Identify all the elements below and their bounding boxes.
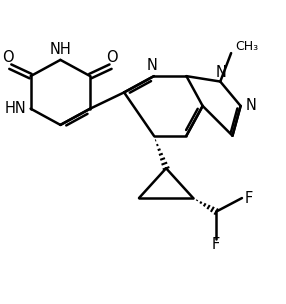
Text: O: O — [106, 50, 118, 65]
Text: N: N — [245, 98, 256, 113]
Text: F: F — [245, 191, 253, 206]
Text: NH: NH — [49, 42, 71, 57]
Text: N: N — [147, 58, 158, 73]
Text: F: F — [212, 237, 220, 252]
Text: HN: HN — [5, 101, 27, 116]
Text: CH₃: CH₃ — [235, 40, 258, 53]
Text: O: O — [2, 50, 14, 65]
Text: N: N — [215, 64, 226, 80]
